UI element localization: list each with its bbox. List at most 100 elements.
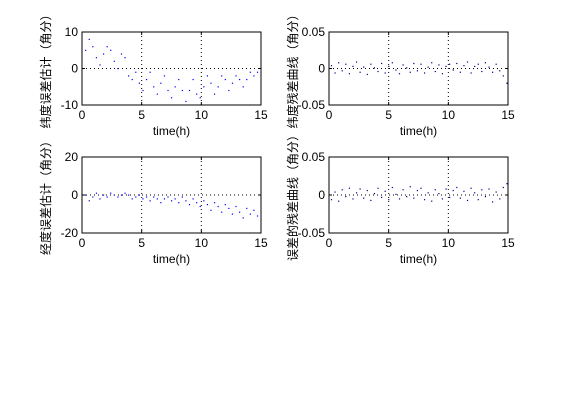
x-tick-label: 5 — [138, 108, 145, 122]
y-tick-label: 0 — [71, 62, 78, 76]
x-tick-label: 15 — [501, 108, 515, 122]
data-point — [373, 67, 376, 69]
data-point — [231, 82, 234, 84]
data-point — [431, 200, 433, 202]
data-point — [470, 72, 472, 74]
data-point — [145, 78, 148, 81]
data-point — [477, 199, 479, 201]
data-point — [370, 63, 372, 65]
data-point — [92, 196, 94, 198]
data-point — [391, 62, 393, 64]
data-point — [491, 71, 494, 73]
data-point — [120, 194, 123, 196]
data-point — [373, 192, 376, 195]
data-point — [124, 192, 126, 194]
data-point — [466, 61, 469, 63]
data-point — [102, 53, 105, 55]
x-tick-label: 5 — [138, 236, 145, 250]
data-point — [256, 71, 259, 73]
x-tick-label: 0 — [326, 236, 333, 250]
data-point — [192, 78, 194, 81]
data-point — [153, 196, 155, 198]
data-point — [341, 70, 343, 72]
data-point — [391, 186, 393, 189]
data-point — [388, 199, 390, 201]
data-point — [95, 192, 98, 194]
data-point — [85, 49, 87, 51]
data-point — [398, 198, 401, 200]
data-point — [506, 183, 508, 185]
data-point — [416, 189, 419, 192]
data-point — [348, 73, 350, 75]
data-point — [253, 209, 255, 211]
x-tick-label: 0 — [79, 236, 86, 250]
data-point — [106, 46, 108, 48]
data-point — [213, 202, 216, 204]
data-point — [178, 202, 180, 204]
x-axis-label: time(h) — [400, 124, 437, 138]
data-point — [466, 199, 469, 202]
data-point — [110, 192, 112, 194]
data-point — [484, 196, 487, 198]
data-point — [199, 97, 201, 99]
data-point — [402, 64, 404, 66]
data-point — [110, 49, 112, 51]
data-point — [163, 75, 166, 77]
data-point — [470, 187, 472, 189]
y-axis-label: 纬度残差曲线（角分） — [285, 8, 300, 128]
plot-area — [328, 31, 509, 106]
data-point — [196, 202, 198, 204]
x-tick-label: 0 — [326, 108, 333, 122]
data-point — [499, 70, 501, 72]
data-point — [131, 78, 133, 81]
x-axis-label: time(h) — [400, 252, 437, 266]
data-point — [185, 100, 187, 103]
data-point — [334, 72, 336, 74]
data-point — [231, 213, 234, 215]
data-point — [224, 78, 226, 81]
y-tick-label: 0 — [71, 188, 78, 202]
data-point — [192, 198, 194, 200]
data-point — [149, 200, 151, 202]
data-point — [352, 65, 354, 68]
x-tick-label: 5 — [385, 108, 392, 122]
data-point — [181, 196, 183, 198]
data-point — [196, 93, 198, 95]
data-point — [228, 207, 230, 209]
data-point — [427, 192, 429, 194]
data-point — [502, 75, 504, 77]
y-axis-label: 纬度误差估计（角分） — [38, 8, 53, 128]
data-point — [217, 86, 219, 88]
data-point — [345, 63, 347, 65]
data-point — [459, 71, 461, 73]
data-point — [253, 75, 255, 77]
x-tick-label: 15 — [501, 236, 515, 250]
data-point — [178, 78, 180, 81]
y-tick-label: 20 — [65, 150, 79, 164]
x-axis-label: time(h) — [153, 124, 190, 138]
data-point — [495, 191, 497, 193]
data-point — [131, 198, 133, 200]
data-point — [441, 198, 444, 200]
data-point — [135, 71, 137, 73]
data-point — [113, 194, 115, 196]
data-point — [235, 75, 237, 77]
data-point — [445, 188, 447, 190]
data-point — [210, 82, 212, 84]
plot-area — [328, 156, 509, 234]
y-axis-label: 经度误差估计（角分） — [38, 135, 53, 255]
data-point — [88, 200, 90, 202]
data-point — [120, 53, 123, 55]
data-point — [213, 93, 216, 95]
data-point — [334, 191, 336, 193]
data-point — [370, 199, 372, 202]
data-point — [355, 61, 358, 63]
x-tick-label: 10 — [195, 236, 209, 250]
data-point — [438, 64, 440, 66]
data-point — [239, 211, 241, 213]
data-point — [395, 193, 397, 195]
data-point — [423, 72, 426, 74]
